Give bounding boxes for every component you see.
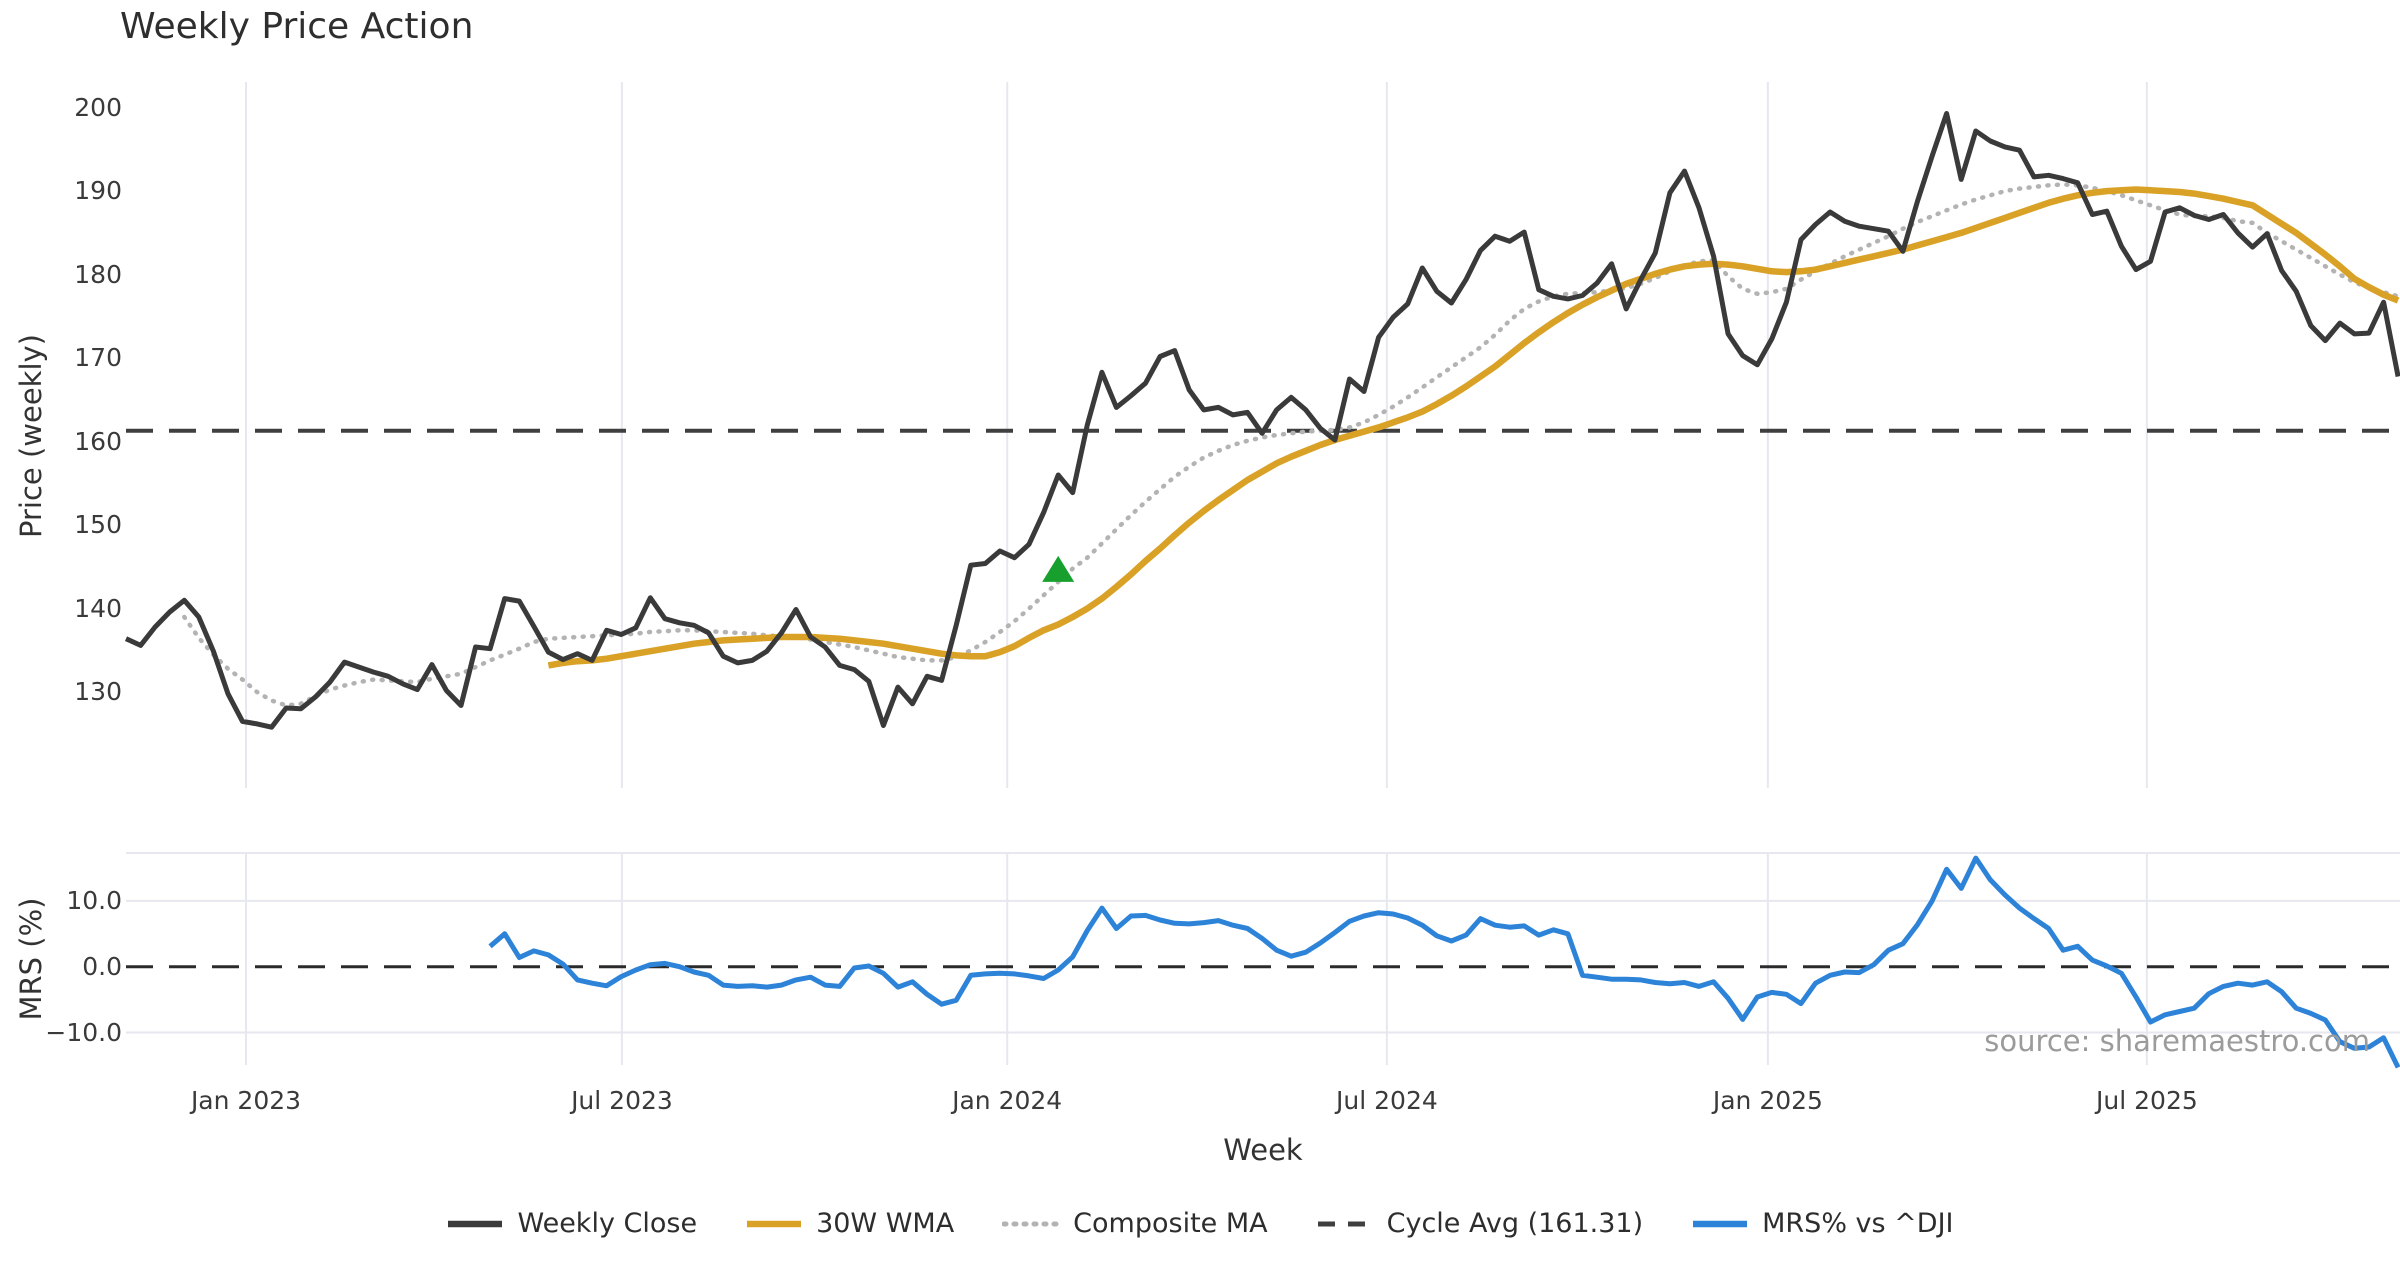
series-composite-ma [182, 182, 2400, 708]
buy-signal-triangle-icon [1042, 555, 1075, 582]
price-tick: 130 [74, 677, 122, 707]
price-tick: 170 [74, 343, 122, 373]
x-tick: Jul 2025 [2096, 1086, 2198, 1115]
legend-item: MRS% vs ^DJI [1691, 1208, 1954, 1239]
price-tick: 140 [74, 593, 122, 623]
legend-label: Cycle Avg (161.31) [1386, 1208, 1644, 1239]
legend-label: Composite MA [1073, 1208, 1268, 1239]
legend-swatch-solid-icon [448, 1220, 503, 1227]
chart-title: Weekly Price Action [120, 6, 474, 47]
legend-swatch-dashed-icon [1317, 1221, 1372, 1226]
source-note: source: sharemaestro.com [1984, 1024, 2370, 1058]
x-tick: Jul 2024 [1336, 1086, 1438, 1115]
legend-swatch-solid-icon [1693, 1220, 1748, 1227]
price-tick: 190 [74, 176, 122, 206]
series-mrs-vs-dji [488, 855, 2400, 1069]
x-tick: Jan 2023 [190, 1086, 302, 1115]
price-tick: 160 [74, 426, 122, 456]
series-30w-wma [547, 186, 2400, 669]
mrs-tick: 0.0 [82, 951, 122, 981]
legend-item: Weekly Close [446, 1208, 697, 1239]
x-axis-label: Week [1223, 1133, 1303, 1167]
legend-swatch-solid-icon [747, 1220, 802, 1227]
mrs-tick: 10.0 [66, 885, 122, 915]
legend-swatch-dotted-icon [1002, 1221, 1061, 1226]
legend-item: Cycle Avg (161.31) [1316, 1208, 1644, 1239]
legend-label: MRS% vs ^DJI [1762, 1208, 1954, 1239]
legend-label: 30W WMA [816, 1208, 955, 1239]
legend: Weekly Close 30W WMA Composite MA Cycle Avg… [0, 1208, 2400, 1239]
x-tick: Jan 2024 [952, 1086, 1063, 1115]
price-tick: 150 [74, 510, 122, 540]
legend-label: Weekly Close [517, 1208, 698, 1239]
legend-item: Composite MA [1002, 1208, 1268, 1239]
x-tick: Jan 2025 [1712, 1086, 1823, 1115]
x-tick: Jul 2023 [571, 1086, 673, 1115]
series-weekly-close [124, 111, 2400, 730]
legend-item: 30W WMA [745, 1208, 954, 1239]
mrs-tick: −10.0 [45, 1017, 122, 1047]
price-tick: 200 [74, 92, 122, 122]
price-tick: 180 [74, 259, 122, 289]
